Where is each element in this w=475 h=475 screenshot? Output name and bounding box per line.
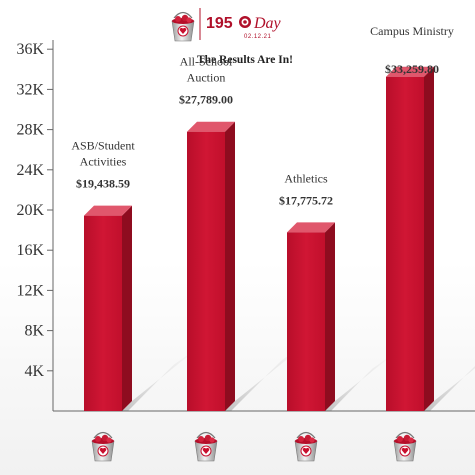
category-label-line: Auction	[187, 71, 226, 85]
bar-side	[225, 121, 235, 411]
y-tick-label: 36K	[16, 41, 44, 58]
category-label: All-School Auction	[180, 55, 233, 85]
bucket-icon	[194, 431, 218, 462]
logo-number: 195	[206, 15, 233, 32]
bar-shadows	[122, 341, 475, 411]
y-tick-label: 28K	[16, 122, 44, 139]
bar-front	[187, 131, 225, 411]
y-tick-label: 32K	[16, 81, 44, 98]
bar	[287, 222, 335, 411]
y-tick-label: 12K	[16, 282, 44, 299]
y-tick-label: 16K	[16, 242, 44, 259]
category-label-line: Campus Ministry	[370, 24, 454, 38]
y-tick-label: 4K	[24, 363, 44, 380]
category-label: Campus Ministry	[370, 24, 454, 38]
bar-top	[287, 222, 335, 233]
category-label-line: ASB/Student	[71, 139, 135, 153]
category-label: ASB/Student Activities	[71, 139, 135, 169]
bars	[84, 66, 434, 411]
bar-top	[187, 121, 235, 132]
bar-top	[386, 66, 434, 77]
bar-side	[424, 66, 434, 411]
bar-shadow	[225, 341, 310, 411]
value-label: $27,789.00	[179, 93, 233, 107]
logo-bucket-icon	[171, 11, 195, 42]
category-icons	[91, 431, 417, 462]
bar-shadow	[424, 366, 475, 411]
category-label-line: Activities	[80, 155, 127, 169]
axes: 4K 8K 12K 16K 20K 24K 28K 32K 36K	[16, 40, 475, 412]
bar-front	[84, 215, 122, 411]
value-label: $17,775.72	[279, 193, 333, 207]
y-tick-label: 20K	[16, 202, 44, 219]
subtitle: The Results Are In!	[197, 54, 293, 66]
category-labels: ASB/Student Activities $19,438.59 All-Schoo…	[71, 24, 454, 207]
value-label: $19,438.59	[76, 177, 130, 191]
category-label: Athletics	[284, 171, 328, 185]
bar-side	[325, 222, 335, 411]
bar	[386, 66, 434, 411]
logo-word: Day	[253, 15, 282, 32]
bar	[187, 121, 235, 411]
category-label-line: All-School	[180, 55, 233, 69]
logo-emblem-icon	[239, 16, 251, 28]
bar	[84, 205, 132, 411]
bucket-icon	[91, 431, 115, 462]
y-tick-label: 24K	[16, 162, 44, 179]
bar-side	[122, 205, 132, 411]
bucket-icon	[294, 431, 318, 462]
bar-top	[84, 205, 132, 216]
y-tick-label: 8K	[24, 323, 44, 340]
bucket-icon	[393, 431, 417, 462]
bar-front	[287, 232, 325, 411]
value-label: $33,259.80	[385, 62, 439, 76]
logo: 195 Day 02.12.21	[171, 8, 282, 42]
logo-date: 02.12.21	[244, 34, 272, 40]
bar-front	[386, 76, 424, 411]
bar-shadow	[122, 346, 201, 411]
bar-shadow	[325, 350, 398, 411]
category-label-line: Athletics	[284, 171, 328, 185]
